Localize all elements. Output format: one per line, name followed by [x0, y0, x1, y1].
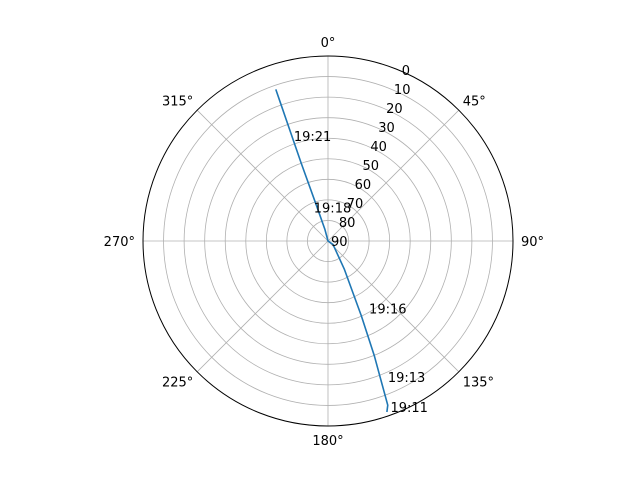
radial-tick-labels: 0 10 20 30 40 50 60 70 80 90 — [331, 64, 410, 250]
grid — [143, 56, 513, 426]
time-label-4: 19:21 — [294, 130, 331, 145]
angular-tick-label-315: 315° — [162, 94, 193, 109]
polar-frame — [142, 55, 514, 427]
angular-tick-label-45: 45° — [463, 94, 486, 109]
radial-tick-label-50: 50 — [362, 159, 379, 174]
radial-tick-label-0: 0 — [402, 64, 410, 79]
grid-spoke-135 — [327, 240, 460, 373]
series-line-0 — [275, 89, 389, 413]
angular-tick-labels: 0° 45° 90° 135° 180° 225° 270° 315° — [104, 36, 544, 449]
grid-spoke-45 — [327, 109, 460, 242]
radial-tick-label-20: 20 — [386, 102, 403, 117]
time-label-3: 19:18 — [314, 202, 351, 217]
radial-tick-label-60: 60 — [355, 178, 372, 193]
radial-tick-label-80: 80 — [339, 216, 356, 231]
radial-tick-label-40: 40 — [370, 140, 387, 155]
angular-tick-label-135: 135° — [463, 376, 494, 391]
radial-tick-label-90: 90 — [331, 235, 348, 250]
grid-spoke-315 — [196, 109, 329, 242]
series-layer — [275, 89, 389, 413]
angular-tick-label-225: 225° — [162, 376, 193, 391]
radial-tick-label-10: 10 — [394, 83, 411, 98]
time-annotations: 19:11 19:13 19:16 19:18 19:21 — [294, 130, 428, 416]
angular-tick-label-270: 270° — [104, 235, 135, 250]
angular-tick-label-0: 0° — [321, 36, 336, 51]
angular-tick-label-90: 90° — [521, 235, 544, 250]
grid-spoke-225 — [196, 240, 329, 373]
radial-tick-label-70: 70 — [347, 197, 364, 212]
angular-tick-label-180: 180° — [312, 434, 343, 449]
radial-tick-label-30: 30 — [378, 121, 395, 136]
time-label-0: 19:11 — [390, 401, 427, 416]
time-label-1: 19:13 — [388, 371, 425, 386]
time-label-2: 19:16 — [369, 303, 406, 318]
